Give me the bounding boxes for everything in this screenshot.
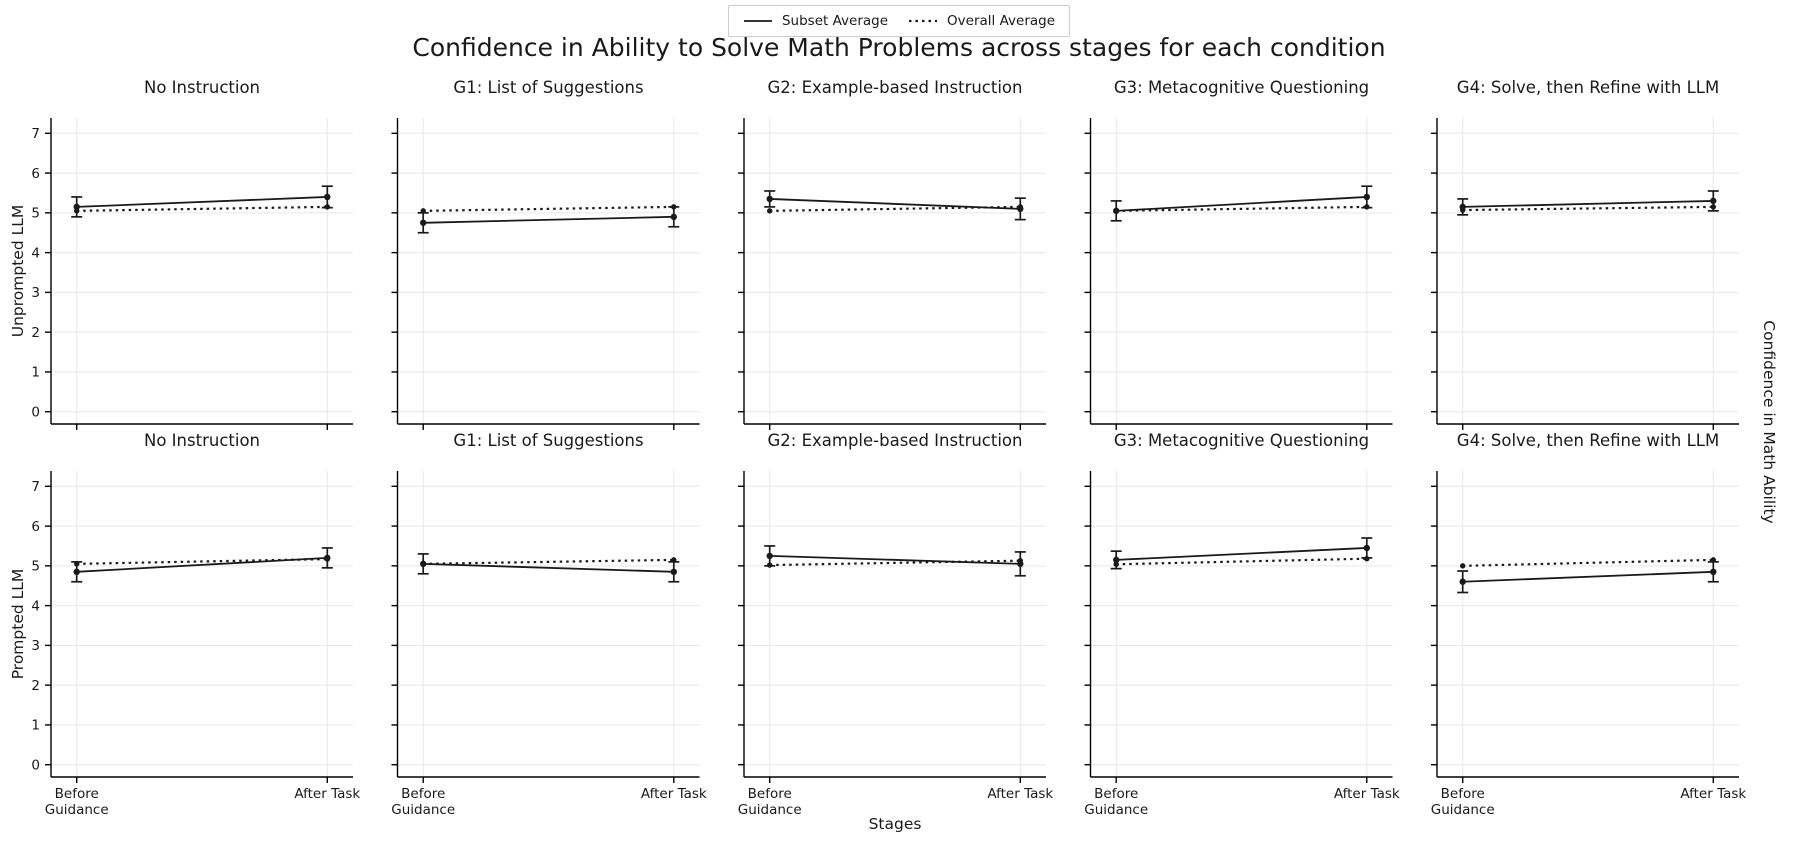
subplot-title: G3: Metacognitive Questioning [1113, 78, 1370, 97]
subplot-title: No Instruction [144, 431, 260, 450]
x-tick-label: After Task [1680, 786, 1746, 802]
x-tick-label: Before [748, 786, 792, 802]
x-tick-label: After Task [1334, 786, 1400, 802]
legend-item-overall: Overall Average [908, 13, 1055, 29]
subplot-title: G1: List of Suggestions [453, 78, 644, 97]
x-tick-label: Before [1441, 786, 1485, 802]
y-tick-label: 3 [31, 638, 40, 654]
x-tick-label: After Task [987, 786, 1053, 802]
x-tick-label: Guidance [45, 802, 109, 818]
subplot-r0c3 [1084, 118, 1393, 430]
subplot-title: G2: Example-based Instruction [767, 78, 1023, 97]
y-tick-label: 2 [31, 325, 40, 341]
dotted-line-icon [909, 19, 938, 23]
y-tick-label: 1 [31, 718, 40, 734]
subplot-title: G1: List of Suggestions [453, 431, 644, 450]
subplot-title: G2: Example-based Instruction [767, 431, 1023, 450]
y-tick-label: 7 [31, 479, 40, 495]
subplot-r0c1 [391, 118, 700, 430]
legend-item-subset: Subset Average [743, 13, 888, 29]
solid-line-icon [743, 20, 772, 22]
xlabel: Stages [868, 815, 922, 833]
y-tick-label: 0 [31, 405, 40, 421]
subplot-title: G4: Solve, then Refine with LLM [1456, 78, 1720, 97]
right-ylabel: Confidence in Math Ability [1760, 320, 1778, 524]
x-tick-label: Guidance [391, 802, 455, 818]
legend-label-subset: Subset Average [781, 13, 889, 29]
subplot-r0c0: 0 1 2 3 4 5 6 7 [31, 118, 353, 430]
x-tick-label: Guidance [1084, 802, 1148, 818]
y-tick-label: 3 [31, 285, 40, 301]
x-tick-label: Before [55, 786, 99, 802]
x-tick-label: Before [401, 786, 445, 802]
x-tick-label: Guidance [1431, 802, 1495, 818]
y-tick-label: 4 [31, 598, 40, 614]
subplot-r0c4 [1431, 118, 1739, 430]
y-tick-label: 4 [31, 245, 40, 261]
y-tick-label: 7 [31, 126, 40, 142]
subplot-title: No Instruction [144, 78, 260, 97]
y-tick-label: 0 [31, 758, 40, 774]
y-tick-label: 5 [31, 559, 40, 575]
y-tick-label: 6 [31, 166, 40, 182]
legend-label-overall: Overall Average [947, 13, 1056, 29]
figure-title: Confidence in Ability to Solve Math Prob… [412, 33, 1386, 62]
legend: Subset Average Overall Average [727, 5, 1071, 37]
y-tick-label: 6 [31, 519, 40, 535]
y-tick-label: 2 [31, 678, 40, 694]
y-tick-label: 5 [31, 206, 40, 222]
y-tick-label: 1 [31, 365, 40, 381]
x-tick-label: After Task [294, 786, 360, 802]
x-tick-label: Guidance [738, 802, 802, 818]
x-tick-label: Before [1094, 786, 1138, 802]
subplot-r0c2 [738, 118, 1046, 430]
x-tick-label: After Task [641, 786, 707, 802]
subplot-title: G4: Solve, then Refine with LLM [1456, 431, 1720, 450]
subplot-title: G3: Metacognitive Questioning [1113, 431, 1370, 450]
